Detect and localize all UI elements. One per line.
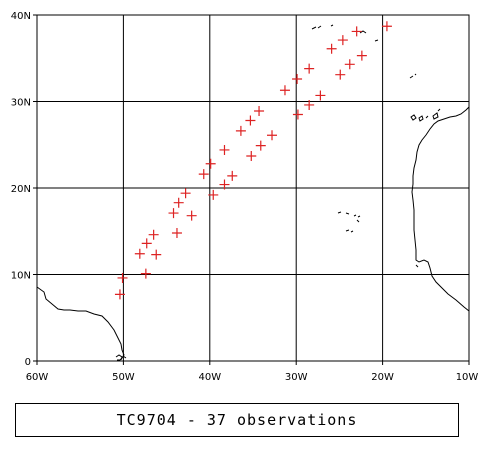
lat-tick-label: 0 xyxy=(25,357,31,368)
observation-marker xyxy=(219,179,230,190)
lat-tick-label: 30N xyxy=(11,98,31,109)
caption-text: TC9704 - 37 observations xyxy=(116,411,358,429)
observation-marker xyxy=(173,197,184,208)
coastline-layer xyxy=(36,24,470,361)
observation-marker xyxy=(227,170,238,181)
observation-marker xyxy=(254,106,265,117)
observation-marker xyxy=(315,90,326,101)
observation-marker xyxy=(208,189,219,200)
observation-marker xyxy=(148,229,159,240)
observation-marker xyxy=(351,26,362,37)
lon-tick-label: 20W xyxy=(371,372,394,383)
azores-islands xyxy=(311,24,379,42)
lat-tick-label: 10N xyxy=(11,271,31,282)
south-america-coast xyxy=(36,286,125,361)
lat-tick-label: 20N xyxy=(11,184,31,195)
observation-marker xyxy=(235,125,246,136)
lat-tick-label: 40N xyxy=(11,11,31,22)
graticule xyxy=(37,15,469,361)
observation-markers xyxy=(114,21,392,300)
cape-verde-small xyxy=(415,264,419,268)
africa-coast xyxy=(411,106,470,312)
observation-marker xyxy=(219,144,230,155)
map-plot: 60W 50W 40W 30W 20W 10W 0 10N 20N 30N 40N xyxy=(11,11,479,383)
observation-marker xyxy=(205,158,216,169)
observation-marker xyxy=(356,50,367,61)
observation-marker xyxy=(168,208,179,219)
lon-tick-label: 40W xyxy=(198,372,221,383)
observation-marker xyxy=(326,43,337,54)
canary-islands xyxy=(410,108,441,122)
observation-marker xyxy=(337,35,348,46)
observation-marker xyxy=(141,238,152,249)
observation-marker xyxy=(246,150,257,161)
observation-marker xyxy=(134,248,145,259)
axis-labels: 60W 50W 40W 30W 20W 10W 0 10N 20N 30N 40N xyxy=(11,11,479,383)
cape-verde-islands xyxy=(337,211,361,233)
amazon-mouth-islands xyxy=(115,354,127,361)
observation-marker xyxy=(279,85,290,96)
observation-marker xyxy=(335,69,346,80)
observation-marker xyxy=(344,59,355,70)
observation-marker xyxy=(381,21,392,32)
observation-marker xyxy=(292,74,303,85)
observation-marker xyxy=(171,227,182,238)
madeira-islands xyxy=(409,73,417,79)
observation-marker xyxy=(140,268,151,279)
observation-marker xyxy=(304,63,315,74)
observation-marker xyxy=(255,140,266,151)
lon-tick-label: 50W xyxy=(112,372,135,383)
caption-box: TC9704 - 37 observations xyxy=(15,403,459,437)
lon-tick-label: 10W xyxy=(456,372,479,383)
observation-marker xyxy=(267,130,278,141)
observation-marker xyxy=(114,289,125,300)
observation-marker xyxy=(198,169,209,180)
lon-tick-label: 60W xyxy=(26,372,49,383)
observation-marker xyxy=(180,188,191,199)
observation-marker xyxy=(292,109,303,120)
lon-tick-label: 30W xyxy=(285,372,308,383)
observation-marker xyxy=(117,272,128,283)
observation-marker xyxy=(186,210,197,221)
observation-marker xyxy=(151,249,162,260)
observation-marker xyxy=(245,115,256,126)
observation-marker xyxy=(304,99,315,110)
